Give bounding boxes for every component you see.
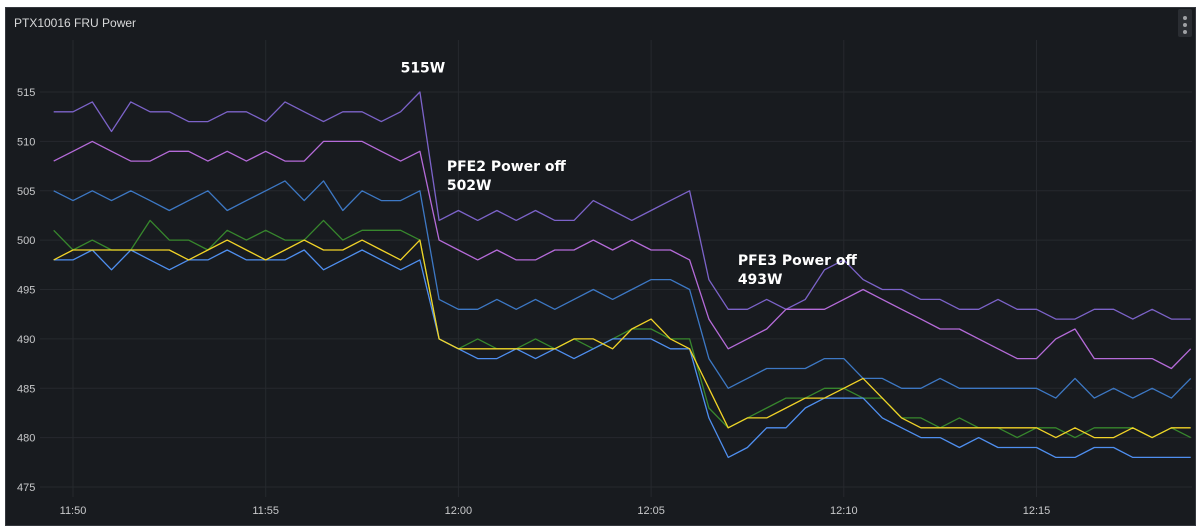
- chart-panel: [5, 7, 1196, 526]
- y-tick-label: 515: [17, 87, 35, 99]
- annotation-label: 502W: [447, 178, 492, 194]
- annotation-label: PFE2 Power off: [447, 159, 567, 175]
- y-tick-label: 475: [17, 482, 35, 494]
- x-tick-label: 12:00: [445, 505, 473, 517]
- x-tick-label: 12:05: [637, 505, 665, 517]
- series-line-2: [53, 140, 1192, 370]
- y-tick-label: 480: [17, 433, 35, 445]
- y-tick-label: 495: [17, 285, 35, 297]
- x-tick-label: 11:55: [252, 505, 279, 517]
- y-tick-label: 510: [17, 136, 35, 148]
- x-tick-label: 12:15: [1023, 505, 1051, 517]
- y-tick-label: 505: [17, 186, 35, 198]
- annotation-label: 493W: [738, 272, 783, 288]
- series-line-1: [53, 91, 1191, 320]
- x-tick-label: 12:10: [830, 505, 858, 517]
- y-tick-label: 490: [17, 334, 35, 346]
- y-tick-label: 500: [17, 235, 35, 247]
- annotation-label: 515W: [401, 60, 446, 76]
- y-tick-label: 485: [17, 383, 35, 395]
- annotation-label: PFE3 Power off: [738, 253, 858, 269]
- series-line-4: [53, 219, 1191, 439]
- series-line-6: [53, 239, 1191, 439]
- x-tick-label: 11:50: [60, 505, 87, 517]
- panel-title: PTX10016 FRU Power: [14, 16, 137, 30]
- series-line-3: [53, 180, 1192, 399]
- series-line-5: [53, 249, 1191, 459]
- ellipsis-vertical-icon[interactable]: [1178, 9, 1192, 37]
